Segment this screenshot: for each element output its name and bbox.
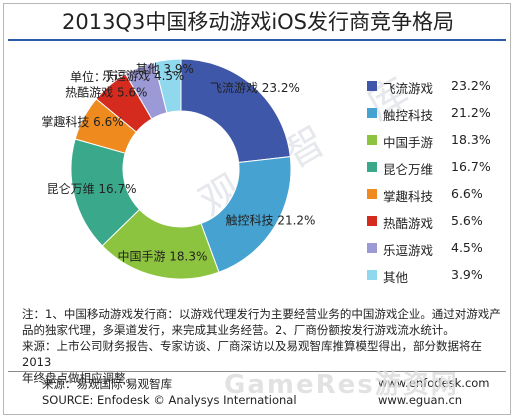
legend-value: 23.2% xyxy=(451,78,491,93)
legend-value: 3.9% xyxy=(451,267,483,282)
legend-label: 触控科技 xyxy=(383,108,434,123)
slice-label-7: 乐逗游戏 4.5% xyxy=(102,69,184,83)
legend-label: 其他 xyxy=(383,270,409,285)
footer-divider xyxy=(8,371,506,372)
slice-label-5: 掌趣科技 6.6% xyxy=(41,114,123,129)
source-en: SOURCE: Enfodesk © Analysys Internationa… xyxy=(42,393,297,407)
legend-swatch xyxy=(367,216,377,226)
source-cn: 来源：易观国际·易观智库 xyxy=(42,377,173,391)
site-link-enfodesk[interactable]: www.enfodesk.com xyxy=(378,376,490,390)
donut-slice-8 xyxy=(153,58,182,114)
legend-label: 飞流游戏 xyxy=(383,81,434,96)
legend-value: 5.6% xyxy=(451,213,483,228)
legend-label: 昆仑万维 xyxy=(383,162,434,177)
note-line-4: 年终盘点做相应调整。 xyxy=(22,371,137,385)
legend-swatch xyxy=(367,162,377,172)
legend-value: 16.7% xyxy=(451,159,491,174)
slice-label-1: 飞流游戏 23.2% xyxy=(210,81,300,95)
legend-value: 21.2% xyxy=(451,105,491,120)
donut-chart: 飞流游戏 23.2% 触控科技 21.2% 中国手游 18.3% 昆仑万维 16.7%… xyxy=(41,58,316,280)
note-line-3: 来源：上市公司财务报告、专家访谈、厂商深访以及易观智库推算模型得出，部分数据将在… xyxy=(22,339,482,369)
legend-swatch xyxy=(367,189,377,199)
legend-swatch xyxy=(367,108,377,118)
slice-label-3: 中国手游 18.3% xyxy=(117,248,207,263)
legend-label: 中国手游 xyxy=(383,135,434,150)
slice-label-6: 热酷游戏 5.6% xyxy=(65,85,147,99)
legend-value: 4.5% xyxy=(451,240,483,255)
donut-slice-1 xyxy=(180,58,291,164)
legend-label: 热酷游戏 xyxy=(383,216,434,231)
legend-label: 掌趣科技 xyxy=(383,189,434,204)
legend-swatch xyxy=(367,243,377,253)
bottom-watermark: GameRes游资网 xyxy=(224,370,459,400)
title-divider xyxy=(8,39,506,41)
note-line-1: 注：1、中国移动游戏发行商：以游戏代理发行为主要经营业务的中国游戏企业。通过对游… xyxy=(22,307,501,321)
chart-title: 2013Q3中国移动游戏iOS发行商竞争格局 xyxy=(61,10,455,34)
legend-swatch xyxy=(367,135,377,145)
slice-label-4: 昆仑万维 16.7% xyxy=(47,182,137,196)
legend-swatch xyxy=(367,270,377,280)
chart-frame: 2013Q3中国移动游戏iOS发行商竞争格局 单位：万元 易 观 智 库 飞流游… xyxy=(3,3,511,415)
legend-value: 18.3% xyxy=(451,132,491,147)
notes: 注：1、中国移动游戏发行商：以游戏代理发行为主要经营业务的中国游戏企业。通过对游… xyxy=(22,306,502,386)
site-link-eguan[interactable]: www.eguan.cn xyxy=(378,393,463,407)
legend-label: 乐逗游戏 xyxy=(383,243,434,258)
legend-value: 6.6% xyxy=(451,186,483,201)
slice-label-2: 触控科技 21.2% xyxy=(226,214,316,228)
note-line-2: 品的独家代理，多渠道发行，来完成其业务经营。2、厂商份额按发行游戏流水统计。 xyxy=(22,323,455,337)
legend-swatch xyxy=(367,81,377,91)
slice-label-8: 其他 3.9% xyxy=(136,62,194,76)
